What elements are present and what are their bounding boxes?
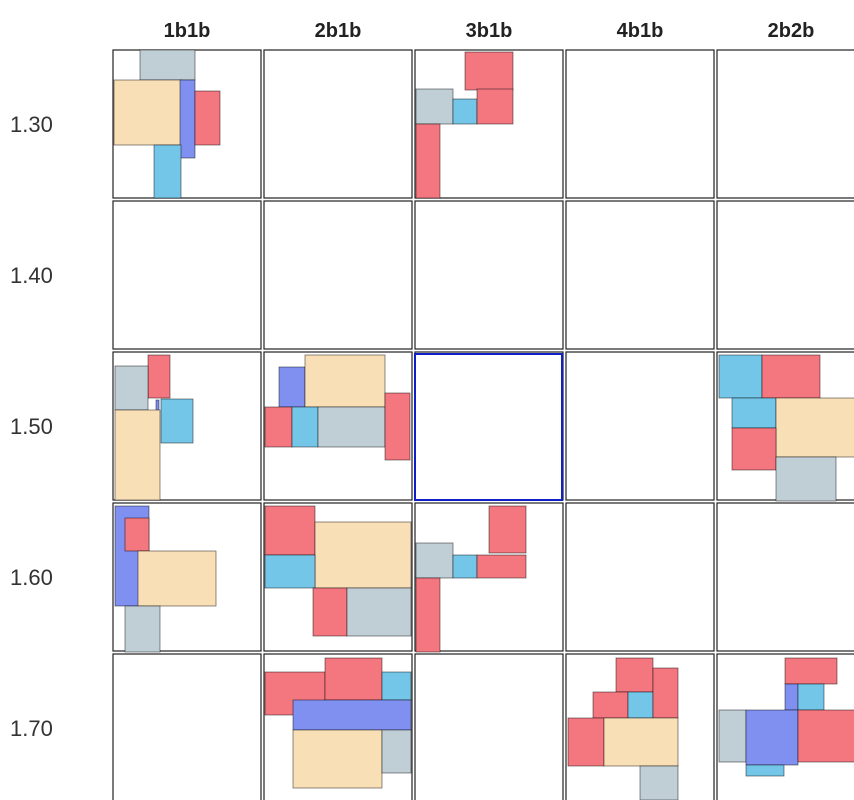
room [114, 365, 149, 411]
room [745, 709, 799, 766]
room [718, 354, 763, 399]
room [194, 90, 221, 146]
grid-cell[interactable] [565, 351, 715, 501]
room [264, 505, 316, 556]
room [278, 366, 306, 408]
room [324, 657, 383, 701]
layout [264, 354, 411, 461]
row-label: 1.50 [10, 414, 53, 439]
room [292, 699, 412, 731]
layout [264, 505, 412, 637]
row-label: 1.30 [10, 112, 53, 137]
room [317, 406, 386, 448]
room [731, 397, 777, 429]
room [381, 671, 412, 701]
layout [114, 505, 217, 653]
labels: 1b1b 2b1b 3b1b 4b1b 2b2b 1.30 1.40 1.50 1.60 1.70 [10, 20, 814, 741]
layout [415, 505, 527, 653]
room [784, 683, 799, 711]
column-header: 4b1b [617, 20, 664, 42]
grid-cell[interactable] [112, 653, 262, 800]
room [745, 764, 785, 777]
row-label: 1.70 [10, 716, 53, 741]
room [797, 683, 825, 711]
room [464, 51, 514, 91]
room [264, 406, 293, 448]
grid-cell[interactable] [565, 49, 715, 199]
grid-cell[interactable] [414, 653, 564, 800]
grid-cell[interactable] [263, 200, 413, 350]
room [124, 605, 161, 653]
room [304, 354, 386, 408]
grid-cell[interactable] [414, 200, 564, 350]
room [124, 517, 150, 552]
room [452, 554, 478, 579]
grid-cell[interactable] [716, 49, 854, 199]
room [627, 691, 654, 719]
room [312, 587, 348, 637]
row-label: 1.40 [10, 263, 53, 288]
grid-cell[interactable] [112, 200, 262, 350]
room [314, 521, 412, 589]
room [775, 456, 837, 502]
column-header: 2b2b [768, 20, 815, 42]
room [476, 554, 527, 579]
room [137, 550, 217, 607]
room [346, 587, 412, 637]
room [113, 79, 183, 146]
room [615, 657, 654, 693]
column-header: 3b1b [466, 20, 513, 42]
room [160, 398, 194, 444]
room [718, 709, 747, 763]
room [292, 729, 383, 789]
grid-cell[interactable] [414, 351, 564, 501]
room [567, 717, 605, 767]
room [452, 98, 478, 125]
room [415, 123, 441, 199]
layout [113, 49, 221, 199]
grid-cell[interactable] [716, 502, 854, 652]
room [291, 406, 319, 448]
room [139, 49, 196, 81]
row-label: 1.60 [10, 565, 53, 590]
layout [567, 657, 679, 800]
layouts [113, 49, 854, 800]
grid-cell[interactable] [716, 200, 854, 350]
room [476, 88, 514, 125]
room [415, 88, 454, 125]
layout [718, 657, 854, 777]
room [147, 354, 171, 399]
layout [114, 354, 194, 501]
room [797, 709, 854, 763]
room [775, 397, 854, 458]
layout [264, 657, 412, 789]
room [415, 577, 441, 653]
room [153, 144, 182, 199]
room [592, 691, 629, 719]
room [731, 427, 777, 471]
room [384, 392, 411, 461]
room [652, 667, 679, 719]
room [264, 554, 316, 589]
layout [415, 51, 514, 199]
room [179, 79, 196, 159]
column-header: 1b1b [164, 20, 211, 42]
grid-cell[interactable] [565, 200, 715, 350]
grid-cell[interactable] [263, 49, 413, 199]
room [114, 409, 161, 501]
room [761, 354, 821, 399]
grid-cell[interactable] [565, 502, 715, 652]
room [603, 717, 679, 767]
room [488, 505, 527, 554]
room [784, 657, 838, 685]
room [381, 729, 412, 774]
room [639, 765, 679, 800]
column-header: 2b1b [315, 20, 362, 42]
selected-cell-outline [414, 353, 563, 501]
layout [718, 354, 854, 502]
room [415, 542, 454, 579]
